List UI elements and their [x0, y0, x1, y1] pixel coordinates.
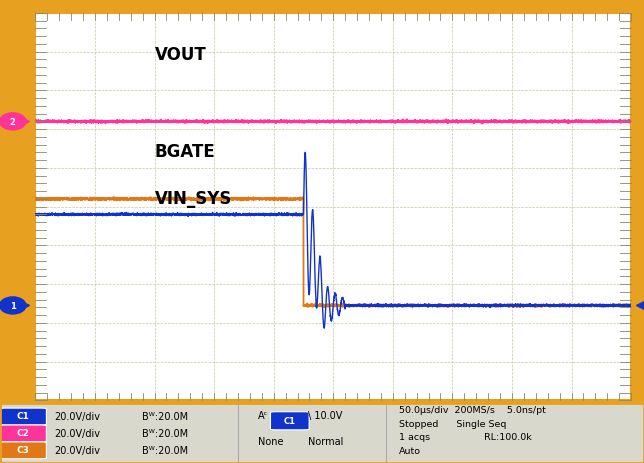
- Text: \ 10.0V: \ 10.0V: [308, 410, 342, 420]
- FancyBboxPatch shape: [0, 425, 46, 442]
- Text: C1: C1: [284, 416, 296, 425]
- Text: 20.0V/div: 20.0V/div: [55, 445, 100, 455]
- FancyBboxPatch shape: [0, 442, 46, 459]
- Text: VOUT: VOUT: [155, 46, 206, 64]
- Text: Aᶜ: Aᶜ: [258, 410, 268, 420]
- Text: 50.0μs/div  200MS/s    5.0ns/pt: 50.0μs/div 200MS/s 5.0ns/pt: [399, 405, 546, 414]
- Circle shape: [0, 297, 26, 314]
- Text: 1: 1: [10, 301, 15, 310]
- Text: C3: C3: [17, 445, 30, 454]
- FancyBboxPatch shape: [270, 412, 309, 430]
- Text: ▼: ▼: [299, 1, 308, 14]
- Text: Stopped      Single Seq: Stopped Single Seq: [399, 419, 507, 428]
- Text: BGATE: BGATE: [155, 143, 215, 161]
- Text: Bᵂ:20.0M: Bᵂ:20.0M: [142, 445, 188, 455]
- Text: VIN_SYS: VIN_SYS: [155, 189, 232, 207]
- Text: 1 acqs                  RL:100.0k: 1 acqs RL:100.0k: [399, 432, 532, 442]
- Text: None: None: [258, 436, 283, 446]
- Text: Normal: Normal: [308, 436, 343, 446]
- Text: Bᵂ:20.0M: Bᵂ:20.0M: [142, 428, 188, 438]
- Circle shape: [0, 113, 26, 131]
- Text: C2: C2: [17, 428, 30, 438]
- Text: Auto: Auto: [399, 446, 421, 456]
- FancyBboxPatch shape: [0, 408, 46, 425]
- Text: C1: C1: [17, 412, 30, 420]
- Text: Bᵂ:20.0M: Bᵂ:20.0M: [142, 411, 188, 421]
- Text: 20.0V/div: 20.0V/div: [55, 428, 100, 438]
- Text: 2: 2: [10, 118, 15, 126]
- Text: 20.0V/div: 20.0V/div: [55, 411, 100, 421]
